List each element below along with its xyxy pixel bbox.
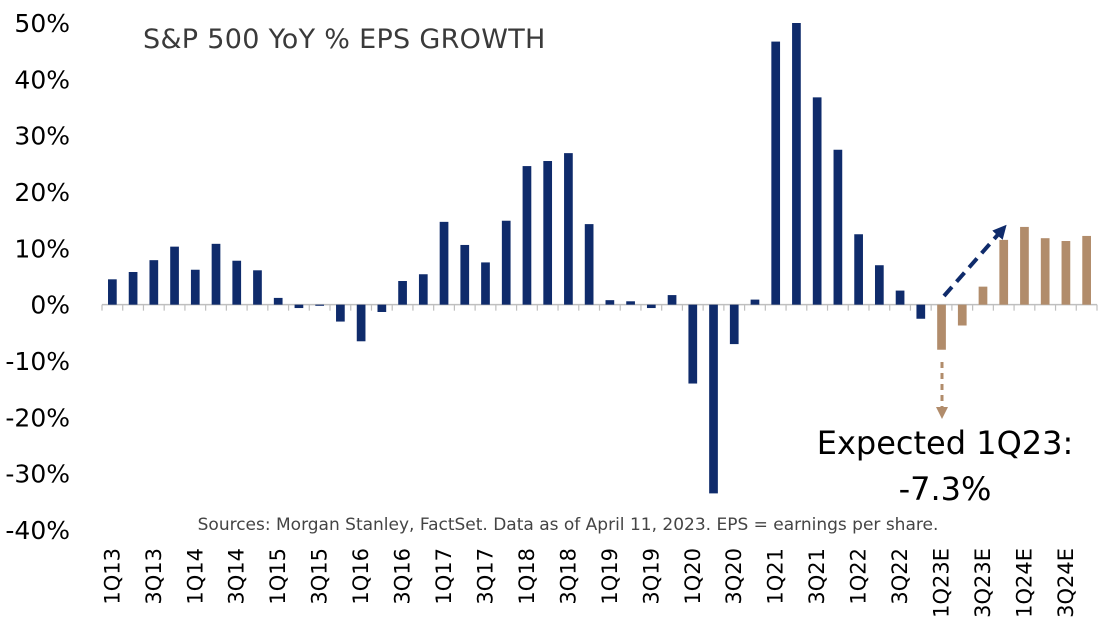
x-tick-label: 1Q17 [432, 548, 456, 605]
bar-4Q21 [833, 149, 843, 305]
bar-4Q18 [584, 224, 594, 305]
x-tick-label: 3Q15 [308, 548, 332, 605]
bar-3Q21 [812, 97, 822, 305]
bar-3Q17 [481, 262, 490, 305]
bar-1Q23E [937, 304, 946, 350]
bar-3Q13 [149, 260, 159, 305]
bars [108, 23, 1091, 494]
y-tick-label: 20% [14, 178, 70, 207]
chart-title: S&P 500 YoY % EPS GROWTH [143, 24, 546, 55]
x-tick-label: 1Q24E [1012, 548, 1036, 618]
bar-3Q15 [315, 304, 325, 306]
bar-4Q22 [916, 304, 926, 319]
y-tick-label: -20% [5, 403, 70, 432]
bar-3Q22 [895, 290, 905, 305]
y-tick-label: 10% [14, 234, 70, 263]
bar-1Q15 [273, 297, 283, 305]
bar-1Q13 [108, 279, 117, 305]
x-tick-label: 1Q22 [847, 548, 871, 605]
x-tick-label: 1Q19 [598, 548, 622, 605]
x-tick-label: 3Q16 [391, 548, 415, 605]
x-tick-label: 3Q14 [225, 548, 249, 605]
bar-2Q22 [874, 265, 884, 305]
up-arrow [942, 224, 1007, 298]
bar-2Q15 [294, 304, 304, 309]
x-tick-label: 3Q20 [722, 548, 746, 605]
x-tick-label: 3Q24E [1054, 548, 1078, 618]
x-tick-label: 3Q19 [639, 548, 663, 605]
y-tick-label: 30% [14, 122, 70, 151]
y-tick-label: 50% [14, 9, 70, 38]
y-tick-label: -30% [5, 460, 70, 489]
bar-4Q17 [501, 220, 511, 305]
y-tick-label: -40% [5, 516, 70, 545]
x-tick-label: 3Q21 [805, 548, 829, 605]
bar-4Q16 [418, 274, 428, 305]
bar-3Q24E [1061, 241, 1071, 305]
x-axis-labels: 1Q13 3Q13 1Q14 3Q14 1Q15 3Q15 1Q16 3Q16 1Q17 3Q17… [100, 548, 1078, 618]
x-tick-label: 1Q15 [266, 548, 290, 605]
bar-1Q19 [605, 300, 615, 305]
bar-4Q24E [1082, 235, 1091, 305]
annotation-line1: Expected 1Q23: [817, 424, 1074, 462]
bar-1Q22 [854, 234, 863, 305]
bar-2Q20 [709, 304, 718, 494]
x-tick-label: 3Q13 [142, 548, 166, 605]
bar-3Q20 [729, 304, 739, 345]
bar-4Q23E [999, 239, 1009, 305]
bar-3Q14 [232, 260, 242, 305]
bar-2Q16 [377, 304, 387, 312]
bar-3Q16 [398, 281, 407, 305]
y-tick-label: 40% [14, 65, 70, 94]
bar-4Q20 [750, 299, 760, 305]
bar-2Q18 [543, 161, 553, 305]
x-tick-label: 1Q21 [764, 548, 788, 605]
x-tick-label: 3Q18 [556, 548, 580, 605]
bar-3Q18 [564, 153, 573, 305]
x-tick-label: 1Q16 [349, 548, 373, 605]
x-tick-label: 1Q23E [930, 548, 954, 618]
y-axis: 50% 40% 30% 20% 10% 0% -10% -20% -30% -40% [5, 9, 70, 545]
x-axis-ticks [101, 304, 1098, 311]
x-tick-label: 1Q20 [681, 548, 705, 605]
bar-4Q13 [170, 246, 179, 305]
x-tick-label: 1Q13 [100, 548, 124, 605]
bar-4Q19 [667, 295, 677, 305]
bar-2Q14 [211, 243, 221, 305]
y-tick-label: -10% [5, 347, 70, 376]
bar-1Q24E [1020, 226, 1029, 305]
bar-1Q14 [190, 269, 200, 305]
bar-1Q17 [439, 221, 449, 305]
bar-2Q19 [626, 301, 635, 305]
bar-2Q24E [1040, 238, 1050, 305]
bar-2Q21 [792, 23, 801, 305]
x-tick-label: 1Q14 [183, 548, 207, 605]
x-tick-label: 3Q23E [971, 548, 995, 618]
x-tick-label: 1Q18 [515, 548, 539, 605]
x-tick-label: 3Q17 [473, 548, 497, 605]
bar-1Q16 [356, 304, 366, 342]
bar-2Q23E [957, 304, 967, 326]
bar-3Q23E [978, 286, 988, 305]
bar-3Q19 [646, 304, 656, 309]
annotation-line2: -7.3% [899, 470, 992, 508]
bar-2Q13 [128, 271, 138, 305]
y-tick-label: 0% [30, 291, 70, 320]
bar-4Q14 [253, 270, 262, 305]
bar-1Q21 [771, 41, 781, 305]
bar-1Q18 [522, 166, 532, 305]
bar-2Q17 [460, 244, 470, 305]
source-note: Sources: Morgan Stanley, FactSet. Data a… [198, 515, 939, 535]
bar-1Q20 [688, 304, 698, 384]
x-tick-label: 3Q22 [888, 548, 912, 605]
bar-4Q15 [336, 304, 345, 322]
